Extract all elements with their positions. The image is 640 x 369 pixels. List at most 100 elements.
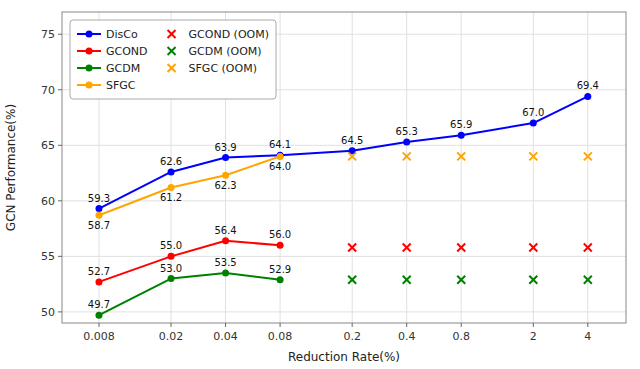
point xyxy=(95,312,102,319)
grid-line-y xyxy=(62,256,626,257)
data-label: 59.3 xyxy=(88,193,110,204)
data-label: 52.9 xyxy=(269,264,291,275)
point xyxy=(168,275,175,282)
tick-x xyxy=(225,323,226,327)
data-label: 56.4 xyxy=(214,225,236,236)
tick-label-x: 0.02 xyxy=(159,330,184,343)
cross-marker xyxy=(529,152,537,160)
line xyxy=(99,156,280,215)
tick-x xyxy=(406,323,407,327)
series xyxy=(348,243,592,251)
legend-item: DisCo xyxy=(77,28,138,41)
data-label: 53.0 xyxy=(160,263,182,274)
point xyxy=(168,168,175,175)
data-label: 64.5 xyxy=(341,135,363,146)
point xyxy=(277,276,284,283)
data-labels: 59.362.663.964.164.565.365.967.069.452.7… xyxy=(88,80,599,310)
tick-label-x: 0.08 xyxy=(268,330,293,343)
series xyxy=(95,93,591,212)
cross-marker xyxy=(457,243,465,251)
tick-x xyxy=(98,323,99,327)
point xyxy=(95,212,102,219)
legend-label: GCDM (OOM) xyxy=(189,45,262,58)
cross-marker xyxy=(529,276,537,284)
tick-label-x: 4 xyxy=(584,330,591,343)
grid-line-y xyxy=(62,311,626,312)
point xyxy=(168,184,175,191)
tick-y xyxy=(58,89,62,90)
point xyxy=(222,270,229,277)
point xyxy=(95,278,102,285)
legend-item: SFGC xyxy=(77,79,136,92)
cross-marker xyxy=(457,152,465,160)
grid-line-x xyxy=(587,12,588,323)
series xyxy=(348,276,592,284)
grid-line-y xyxy=(62,200,626,201)
legend-item: GCOND (OOM) xyxy=(168,28,269,41)
grid-line-x xyxy=(352,12,353,323)
data-label: 64.0 xyxy=(269,161,291,172)
tick-label-y: 50 xyxy=(41,306,55,319)
point xyxy=(95,205,102,212)
data-label: 65.9 xyxy=(450,119,472,130)
tick-y xyxy=(58,34,62,35)
tick-x xyxy=(171,323,172,327)
tick-label-x: 0.2 xyxy=(343,330,361,343)
tick-label-x: 0.8 xyxy=(452,330,470,343)
cross-marker xyxy=(584,152,592,160)
legend-marker xyxy=(86,31,93,38)
chart: 0.0080.020.040.080.20.40.824505560657075… xyxy=(0,0,640,369)
tick-y xyxy=(58,200,62,201)
series xyxy=(95,270,283,319)
cross-marker xyxy=(348,243,356,251)
legend-label: GCOND (OOM) xyxy=(189,28,269,41)
tick-label-y: 65 xyxy=(41,139,55,152)
point xyxy=(222,237,229,244)
legend-marker xyxy=(168,30,176,38)
point xyxy=(584,93,591,100)
legend-label: GCOND xyxy=(106,45,148,58)
x-axis-label: Reduction Rate(%) xyxy=(288,350,400,364)
data-label: 62.6 xyxy=(160,156,182,167)
plot-frame xyxy=(62,12,626,323)
data-label: 58.7 xyxy=(88,220,110,231)
tick-label-y: 60 xyxy=(41,195,55,208)
y-axis-label: GCN Performance(%) xyxy=(4,104,18,231)
point xyxy=(277,153,284,160)
legend-marker xyxy=(86,65,93,72)
point xyxy=(222,172,229,179)
legend-item: GCOND xyxy=(77,45,148,58)
legend-marker xyxy=(86,82,93,89)
legend-item: SFGC (OOM) xyxy=(168,62,257,75)
tick-label-y: 75 xyxy=(41,28,55,41)
tick-label-x: 0.04 xyxy=(213,330,238,343)
legend-marker xyxy=(86,48,93,55)
plot-area xyxy=(95,93,591,319)
cross-marker xyxy=(403,152,411,160)
tick-x xyxy=(533,323,534,327)
line xyxy=(99,273,280,315)
line xyxy=(99,96,588,208)
data-label: 69.4 xyxy=(577,80,599,91)
grid xyxy=(62,12,626,323)
tick-x xyxy=(280,323,281,327)
legend-label: GCDM xyxy=(106,62,140,75)
tick-label-x: 2 xyxy=(530,330,537,343)
data-label: 62.3 xyxy=(214,180,236,191)
data-label: 65.3 xyxy=(396,126,418,137)
cross-marker xyxy=(584,276,592,284)
data-label: 56.0 xyxy=(269,229,291,240)
cross-marker xyxy=(403,276,411,284)
cross-marker xyxy=(348,152,356,160)
grid-line-x xyxy=(533,12,534,323)
tick-label-x: 0.4 xyxy=(398,330,416,343)
point xyxy=(403,138,410,145)
series xyxy=(95,237,283,285)
series xyxy=(348,152,592,160)
legend-item: GCDM xyxy=(77,62,140,75)
tick-label-y: 55 xyxy=(41,250,55,263)
tick-label-x: 0.008 xyxy=(83,330,115,343)
legend-box xyxy=(70,20,276,99)
cross-marker xyxy=(457,276,465,284)
legend-item: GCDM (OOM) xyxy=(168,45,262,58)
